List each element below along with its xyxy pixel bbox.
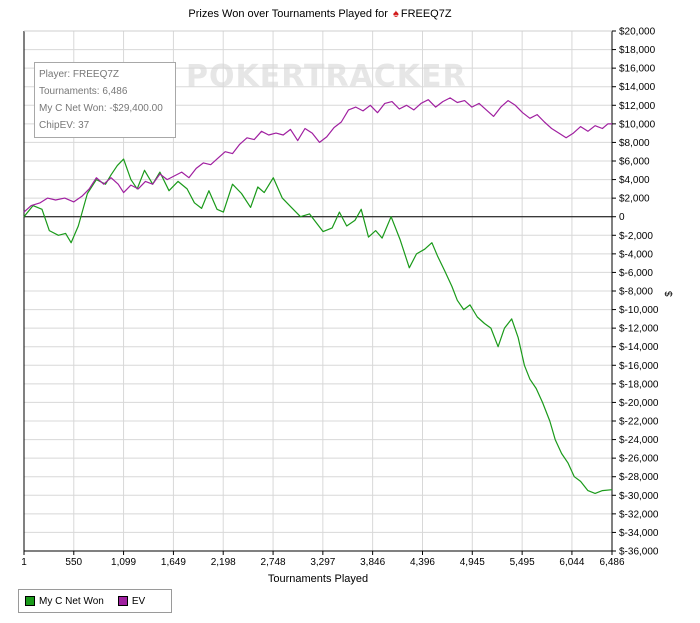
chart-title: Prizes Won over Tournaments Played for ♠… [0, 8, 640, 20]
y-tick-label: $-30,000 [619, 491, 659, 502]
y-tick-label: $-16,000 [619, 361, 659, 372]
legend-swatch-net-won [25, 596, 35, 606]
y-tick-label: $-34,000 [619, 528, 659, 539]
y-tick-label: $2,000 [619, 194, 650, 205]
legend-label-net-won: My C Net Won [39, 595, 104, 607]
tick-labels: $20,000 $18,000 $16,000 $14,000 $12,000 $10,0… [21, 27, 659, 569]
y-tick-label: $12,000 [619, 101, 656, 112]
info-tournaments: Tournaments: 6,486 [39, 86, 128, 97]
y-tick-label: $8,000 [619, 138, 650, 149]
legend-item-ev[interactable]: EV [117, 595, 146, 607]
x-tick-label: 5,495 [510, 557, 535, 568]
y-axis-label: $ [664, 291, 675, 297]
y-tick-label: $-10,000 [619, 305, 659, 316]
x-tick-label: 550 [65, 557, 82, 568]
y-tick-label: $4,000 [619, 175, 650, 186]
x-tick-label: 3,297 [310, 557, 335, 568]
axes [23, 30, 616, 555]
x-tick-label: 2,198 [211, 557, 236, 568]
y-tick-label: $-14,000 [619, 342, 659, 353]
y-tick-label: $20,000 [619, 27, 656, 38]
series-line-net-won [23, 158, 613, 494]
x-tick-label: 4,945 [460, 557, 485, 568]
x-tick-label: 6,044 [559, 557, 584, 568]
spade-icon: ♠ [393, 8, 399, 20]
series-lines [23, 97, 613, 494]
series-line-ev [23, 97, 612, 213]
y-tick-label: $-12,000 [619, 324, 659, 335]
x-tick-label: 3,846 [360, 557, 385, 568]
x-tick-label: 1,099 [111, 557, 136, 568]
x-tick-label: 1,649 [161, 557, 186, 568]
y-tick-label: $-20,000 [619, 398, 659, 409]
x-tick-label: 2,748 [261, 557, 286, 568]
x-tick-label: 4,396 [410, 557, 435, 568]
y-tick-label: $6,000 [619, 157, 650, 168]
y-tick-label: $-32,000 [619, 509, 659, 520]
info-chipev: ChipEV: 37 [39, 120, 90, 131]
info-net-won: My C Net Won: -$29,400.00 [39, 103, 163, 114]
player-info-box: Player: FREEQ7Z Tournaments: 6,486 My C … [34, 62, 176, 138]
y-tick-label: $10,000 [619, 119, 656, 130]
chart-title-player: FREEQ7Z [400, 8, 452, 20]
y-tick-label: $14,000 [619, 82, 656, 93]
y-tick-label: $-6,000 [619, 268, 653, 279]
y-tick-label: $16,000 [619, 64, 656, 75]
info-player: Player: FREEQ7Z [39, 69, 120, 80]
watermark: POKERTRACKER [186, 59, 467, 94]
legend-swatch-ev [117, 596, 128, 606]
y-tick-label: $-36,000 [619, 547, 659, 558]
y-tick-label: $-2,000 [619, 231, 653, 242]
y-tick-label: $18,000 [619, 45, 656, 56]
y-tick-label: $-22,000 [619, 417, 659, 428]
x-tick-label: 1 [21, 557, 27, 568]
chart-title-prefix: Prizes Won over Tournaments Played for [188, 8, 388, 20]
legend-item-net-won[interactable]: My C Net Won [25, 596, 104, 607]
y-tick-label: $-8,000 [619, 287, 653, 298]
y-tick-label: $-28,000 [619, 472, 659, 483]
legend-label-ev: EV [131, 595, 146, 607]
y-tick-label: $-18,000 [619, 379, 659, 390]
x-tick-label: 6,486 [599, 557, 624, 568]
legend: My C Net Won EV [18, 589, 172, 613]
y-tick-label: 0 [619, 212, 625, 223]
y-tick-label: $-4,000 [619, 249, 653, 260]
x-axis-label: Tournaments Played [268, 573, 368, 585]
y-tick-label: $-24,000 [619, 435, 659, 446]
y-tick-label: $-26,000 [619, 454, 659, 465]
